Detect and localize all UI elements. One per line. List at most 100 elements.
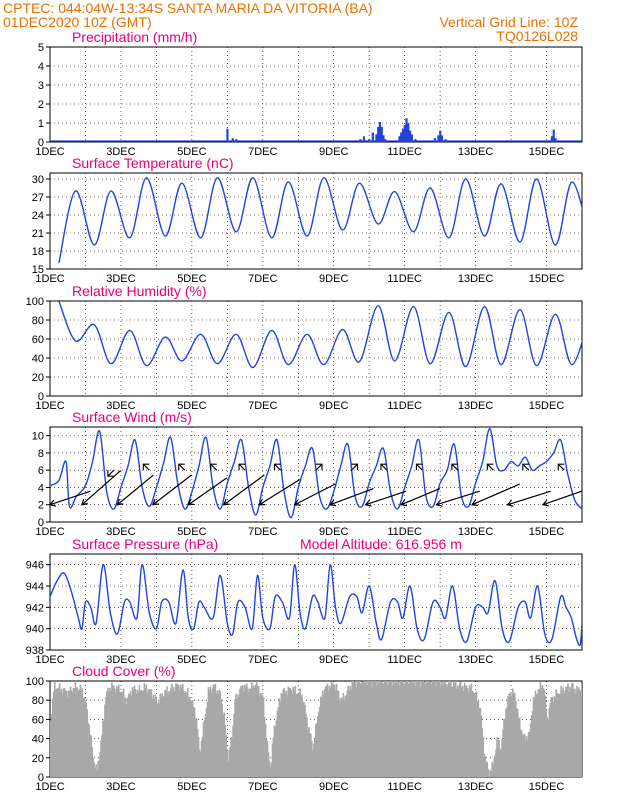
cloud-cover-bar [101, 734, 103, 777]
cloud-cover-bar [418, 681, 421, 777]
cloud-cover-bar [509, 693, 511, 777]
cloud-cover-bar [305, 713, 307, 777]
cloud-cover-bar [579, 689, 581, 777]
x-tick-label: 15DEC [529, 400, 565, 412]
cloud-cover-bar [424, 684, 426, 777]
x-tick-label: 5DEC [177, 781, 206, 793]
wind-vector-head [329, 499, 337, 507]
cloud-cover-bar [85, 702, 88, 777]
cloud-cover-bar [336, 690, 339, 777]
x-tick-label: 11DEC [387, 526, 422, 538]
cloud-cover-bar [442, 684, 444, 777]
cloud-cover-bar [95, 764, 97, 777]
cloud-cover-bar [219, 691, 222, 777]
y-tick-label: 40 [32, 353, 44, 365]
cloud-cover-bar [91, 747, 93, 777]
cloud-cover-bar [483, 753, 486, 777]
cloud-cover-bar [443, 681, 445, 777]
cloud-cover-bar [112, 685, 114, 777]
cloud-cover-bar [189, 701, 192, 777]
cloud-cover-bar [270, 762, 273, 777]
cloud-cover-bar [568, 691, 570, 777]
wind-direction-head [238, 463, 246, 471]
cloud-cover-bar [331, 682, 334, 777]
y-tick-label: 24 [32, 210, 44, 222]
cloud-cover-bar [426, 682, 428, 777]
cloud-cover-bar [275, 720, 278, 777]
cloud-cover-bar [382, 682, 384, 777]
cloud-cover-bar [255, 681, 258, 777]
cloud-cover-bar [545, 709, 548, 777]
cloud-cover-bar [116, 689, 119, 777]
y-tick-label: 3 [38, 80, 44, 92]
cloud-cover-bar [570, 688, 572, 777]
y-tick-label: 100 [26, 676, 44, 688]
cloud-cover-bar [467, 692, 470, 777]
cloud-cover-bar [448, 681, 450, 777]
cloud-cover-bar [371, 686, 373, 777]
wind-vector-arrow [258, 479, 301, 506]
cloud-cover-bar [522, 735, 525, 777]
cloud-cover-bar [511, 696, 513, 777]
y-tick-label: 2 [38, 99, 44, 111]
cloud-cover-bar [158, 703, 160, 777]
cloud-cover-bar [144, 687, 147, 777]
cloud-cover-bar [376, 685, 378, 777]
cloud-cover-bar [298, 693, 300, 777]
cloud-cover-bar [216, 690, 219, 777]
panel-6: 0 20 40 60 80 100 1DEC 3DEC 5DEC 7DEC 9DEC 11DEC 13D… [26, 663, 583, 793]
x-tick-label: 7DEC [248, 273, 277, 285]
y-tick-label: 0 [38, 772, 44, 784]
cloud-cover-bar [127, 693, 130, 777]
cloud-cover-bar [83, 696, 86, 777]
wind-direction-mark [315, 463, 323, 471]
cloud-cover-bar [335, 683, 338, 777]
cloud-cover-bar [99, 751, 101, 777]
cloud-cover-bar [506, 707, 508, 777]
wind-direction-head [316, 463, 323, 471]
cloud-cover-bar [232, 725, 234, 777]
cloud-cover-bar [249, 688, 251, 777]
header-line-1: CPTEC: 044:04W-13:34S SANTA MARIA DA VIT… [3, 0, 373, 16]
cloud-cover-bar [530, 715, 533, 777]
cloud-cover-bar [145, 684, 148, 777]
cloud-cover-bar [296, 694, 298, 777]
cloud-cover-bar [481, 728, 484, 777]
cloud-cover-bar [475, 691, 478, 777]
cloud-cover-bar [327, 691, 330, 777]
cloud-cover-bar [388, 681, 391, 777]
x-tick-label: 15DEC [529, 146, 565, 158]
cloud-cover-bar [141, 691, 144, 777]
cloud-cover-bar [273, 725, 276, 777]
y-tick-label: 27 [32, 192, 44, 204]
cloud-cover-bar [350, 689, 353, 777]
cloud-cover-bar [372, 681, 374, 777]
cloud-cover-bar [238, 697, 240, 777]
cloud-cover-bar [200, 740, 203, 777]
cloud-cover-bar [508, 693, 510, 777]
cloud-cover-bar [460, 688, 463, 777]
cloud-cover-bar [215, 693, 218, 777]
cloud-cover-bar [330, 681, 333, 777]
cloud-cover-bar [289, 687, 291, 777]
cloud-cover-bar [250, 681, 253, 777]
cloud-cover-bar [179, 691, 181, 777]
cloud-cover-bar [78, 689, 81, 777]
wind-vector-arrow [400, 487, 441, 506]
cloud-cover-bar [156, 703, 158, 777]
cloud-cover-bar [58, 683, 61, 777]
panel-frame [49, 553, 583, 651]
cloud-cover-bar [538, 688, 541, 777]
cloud-cover-bar [550, 696, 553, 777]
cloud-cover-bar [70, 690, 73, 777]
x-tick-label: 1DEC [35, 781, 64, 793]
cloud-cover-bar [367, 681, 369, 777]
cloud-cover-bar [317, 711, 320, 777]
cloud-cover-bar [60, 688, 63, 777]
precip-bar [410, 134, 413, 142]
cloud-cover-bar [491, 762, 493, 777]
wind-vector-head [50, 499, 56, 507]
cloud-cover-bar [174, 691, 176, 777]
cloud-cover-bar [288, 688, 291, 777]
